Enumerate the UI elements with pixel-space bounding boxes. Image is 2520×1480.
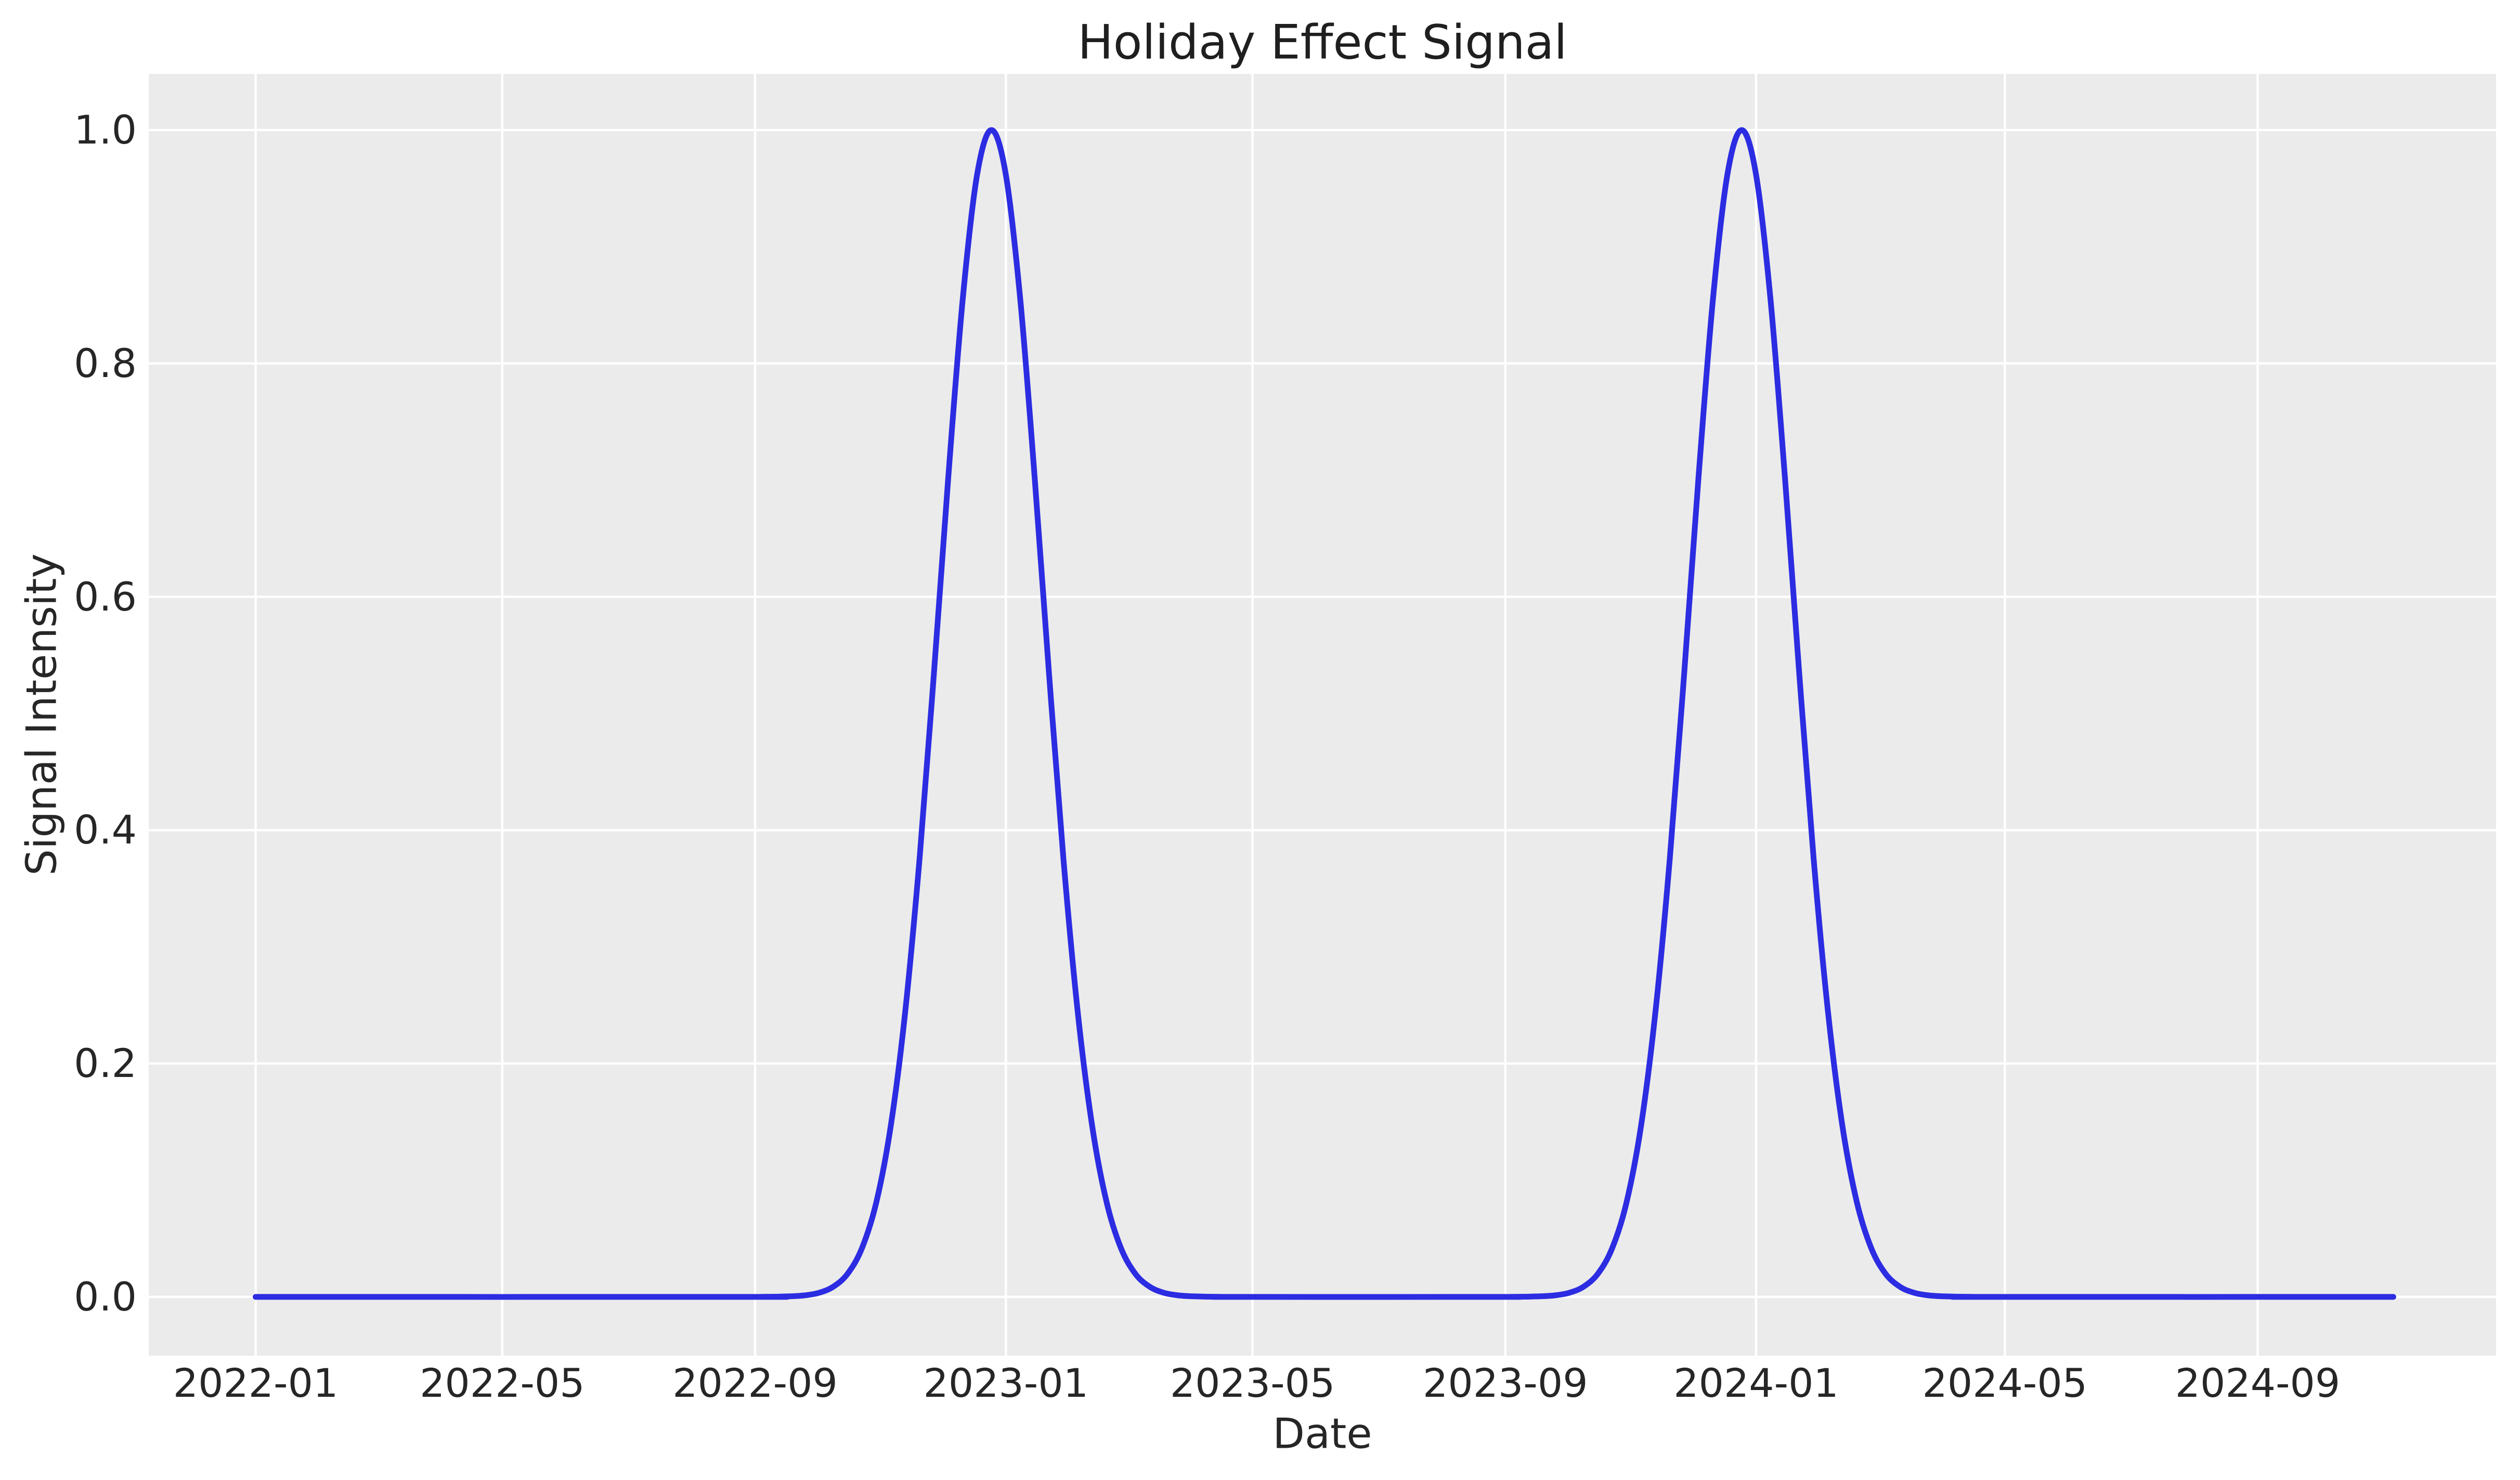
x-tick-label: 2022-05	[420, 1360, 585, 1406]
y-tick-label: 0.2	[74, 1040, 137, 1087]
x-axis-label: Date	[1272, 1409, 1372, 1458]
signal-line	[253, 127, 2396, 1300]
x-tick-label: 2024-05	[1922, 1360, 2088, 1406]
x-tick-label: 2022-09	[672, 1360, 838, 1406]
y-tick-label: 0.8	[74, 340, 137, 386]
x-tick-label: 2023-01	[923, 1360, 1089, 1406]
y-axis-label: Signal Intensity	[17, 553, 66, 876]
y-tick-label: 0.6	[74, 573, 137, 620]
x-tick-label: 2022-01	[173, 1360, 339, 1406]
y-tick-label: 1.0	[74, 107, 137, 153]
y-tick-label: 0.4	[74, 807, 137, 853]
y-tick-label: 0.0	[74, 1273, 137, 1320]
x-tick-label: 2024-01	[1673, 1360, 1839, 1406]
x-tick-label: 2024-09	[2175, 1360, 2341, 1406]
x-tick-label: 2023-05	[1170, 1360, 1335, 1406]
chart-title: Holiday Effect Signal	[1077, 15, 1567, 70]
plot-background	[149, 74, 2496, 1356]
x-tick-label: 2023-09	[1423, 1360, 1588, 1406]
